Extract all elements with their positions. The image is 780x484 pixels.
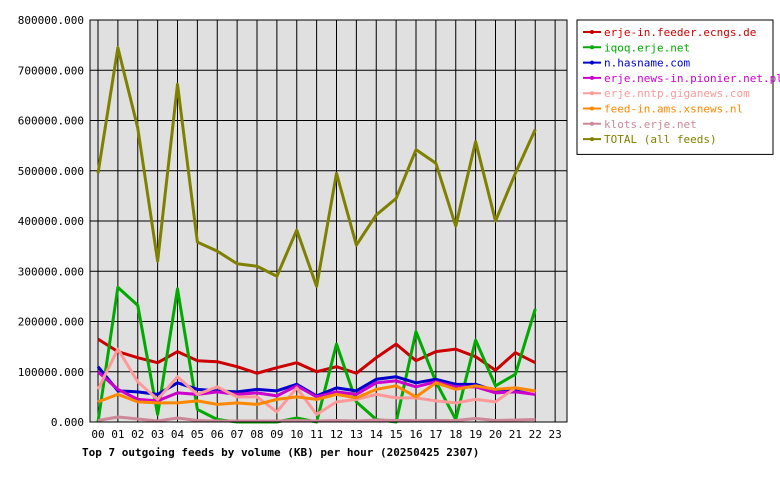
legend: erje-in.feeder.ecngs.de iqoq.erje.net n.ha… [576, 19, 780, 155]
legend-label: iqoq.erje.net [604, 41, 690, 54]
x-tick-label: 20 [489, 428, 502, 441]
legend-label: erje.nntp.giganews.com [604, 87, 750, 100]
legend-label: klots.erje.net [604, 118, 697, 131]
x-tick-label: 18 [449, 428, 462, 441]
x-tick-label: 10 [290, 428, 303, 441]
chart-title: Top 7 outgoing feeds by volume (KB) per … [82, 446, 479, 459]
series-line-4 [96, 347, 536, 416]
x-tick-label: 12 [330, 428, 343, 441]
series-line-6 [97, 415, 536, 423]
x-tick-label: 15 [390, 428, 403, 441]
x-tick-label: 22 [529, 428, 542, 441]
y-tick-label: 400000.000 [18, 215, 84, 228]
x-tick-label: 17 [429, 428, 442, 441]
legend-marker [590, 137, 594, 142]
x-tick-label: 01 [111, 428, 124, 441]
x-tick-label: 16 [409, 428, 422, 441]
x-tick-label: 11 [310, 428, 323, 441]
x-tick-label: 02 [131, 428, 144, 441]
x-tick-label: 19 [469, 428, 482, 441]
x-tick-label: 04 [171, 428, 185, 441]
x-tick-label: 23 [549, 428, 562, 441]
x-tick-label: 21 [509, 428, 522, 441]
legend-marker [590, 60, 594, 65]
x-tick-label: 09 [270, 428, 283, 441]
legend-marker [590, 30, 594, 34]
legend-label: erje.news-in.pionier.net.pl [604, 72, 780, 85]
x-tick-label: 03 [151, 428, 164, 441]
series-line-0 [97, 337, 536, 375]
legend-marker [590, 45, 594, 50]
x-tick-label: 06 [211, 428, 224, 441]
plot-border [89, 19, 568, 423]
y-tick-label: 500000.000 [18, 165, 84, 178]
legend-label: feed-in.ams.xsnews.nl [604, 103, 743, 116]
legend-marker [590, 75, 594, 80]
x-tick-label: 07 [231, 428, 244, 441]
y-axis: 0.000 100000.000 200000.000 300000.000 40000… [18, 14, 84, 429]
legend-label: TOTAL (all feeds) [604, 133, 717, 146]
legend-marker [590, 106, 594, 111]
x-tick-label: 13 [350, 428, 363, 441]
y-tick-label: 100000.000 [18, 366, 84, 379]
legend-marker [590, 121, 594, 126]
grid [90, 19, 567, 423]
legend-label: erje-in.feeder.ecngs.de [604, 26, 756, 39]
legend-label: n.hasname.com [604, 57, 690, 70]
y-tick-label: 200000.000 [18, 316, 84, 329]
x-tick-label: 05 [191, 428, 204, 441]
x-tick-label: 14 [370, 428, 384, 441]
series-line-7 [96, 46, 537, 288]
x-axis: 00 01 02 03 04 05 06 07 08 09 10 11 12 13 14 15 16 17 18 19… [91, 428, 561, 441]
y-tick-label: 800000.000 [18, 14, 84, 27]
legend-marker [590, 91, 594, 96]
y-tick-label: 300000.000 [18, 265, 84, 278]
x-tick-label: 00 [91, 428, 104, 441]
y-tick-label: 700000.000 [18, 64, 84, 77]
legend-box [576, 19, 774, 155]
x-tick-label: 08 [250, 428, 263, 441]
series-line-5 [97, 381, 536, 406]
y-tick-label: 0.000 [51, 416, 84, 429]
y-tick-label: 600000.000 [18, 115, 84, 128]
